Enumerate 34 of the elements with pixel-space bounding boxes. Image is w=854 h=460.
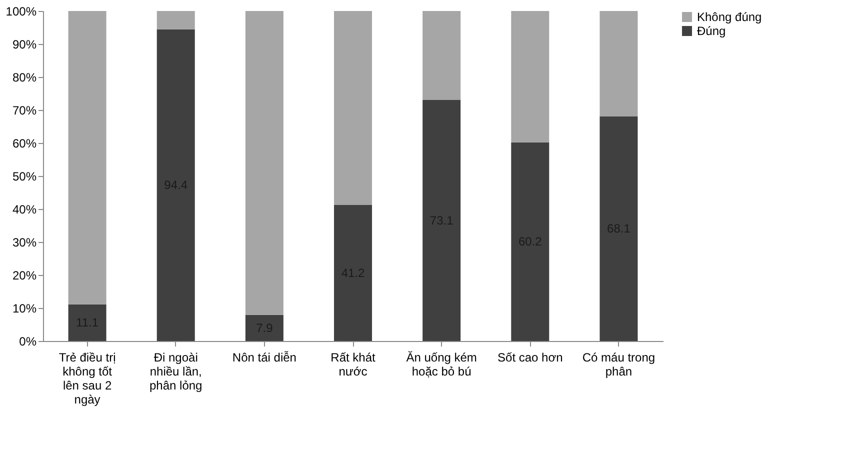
y-tick-label: 100% (6, 4, 37, 18)
y-tick-label: 50% (12, 170, 37, 184)
bar (511, 142, 550, 341)
x-tick-label: Sốt cao hơn (498, 350, 563, 364)
x-tick-label: Rất khát nước (330, 350, 376, 378)
bar (334, 11, 372, 206)
x-tick-label: Đi ngoài nhiều lần, phân lỏng (150, 350, 202, 392)
legend-label: Không đúng (697, 10, 762, 24)
bar (422, 100, 461, 341)
x-tick-label: Có máu trong phân (582, 350, 656, 378)
y-tick-label: 70% (12, 104, 37, 118)
bar (245, 11, 284, 315)
y-tick-label: 30% (12, 236, 37, 250)
bar (511, 11, 550, 142)
legend-label: Đúng (697, 24, 726, 38)
bar (422, 11, 461, 100)
bar (156, 29, 195, 341)
bar (600, 11, 638, 116)
bar (68, 11, 106, 304)
y-tick-label: 90% (12, 38, 37, 52)
y-tick-label: 10% (12, 302, 37, 316)
bar (334, 205, 372, 341)
y-tick-label: 20% (12, 268, 37, 282)
bar (245, 314, 284, 341)
y-tick-label: 0% (19, 334, 37, 348)
bar (68, 304, 106, 341)
x-tick-label: Trẻ điều trị không tốt lên sau 2 ngày (58, 350, 116, 406)
y-tick-label: 80% (12, 70, 37, 84)
x-tick-label: Ăn uống kém hoặc bỏ bú (406, 350, 477, 378)
x-tick-label: Nôn tái diễn (232, 350, 296, 364)
bar (600, 116, 638, 341)
bar (156, 11, 195, 30)
y-tick-label: 60% (12, 136, 37, 150)
y-tick-label: 40% (12, 202, 37, 216)
